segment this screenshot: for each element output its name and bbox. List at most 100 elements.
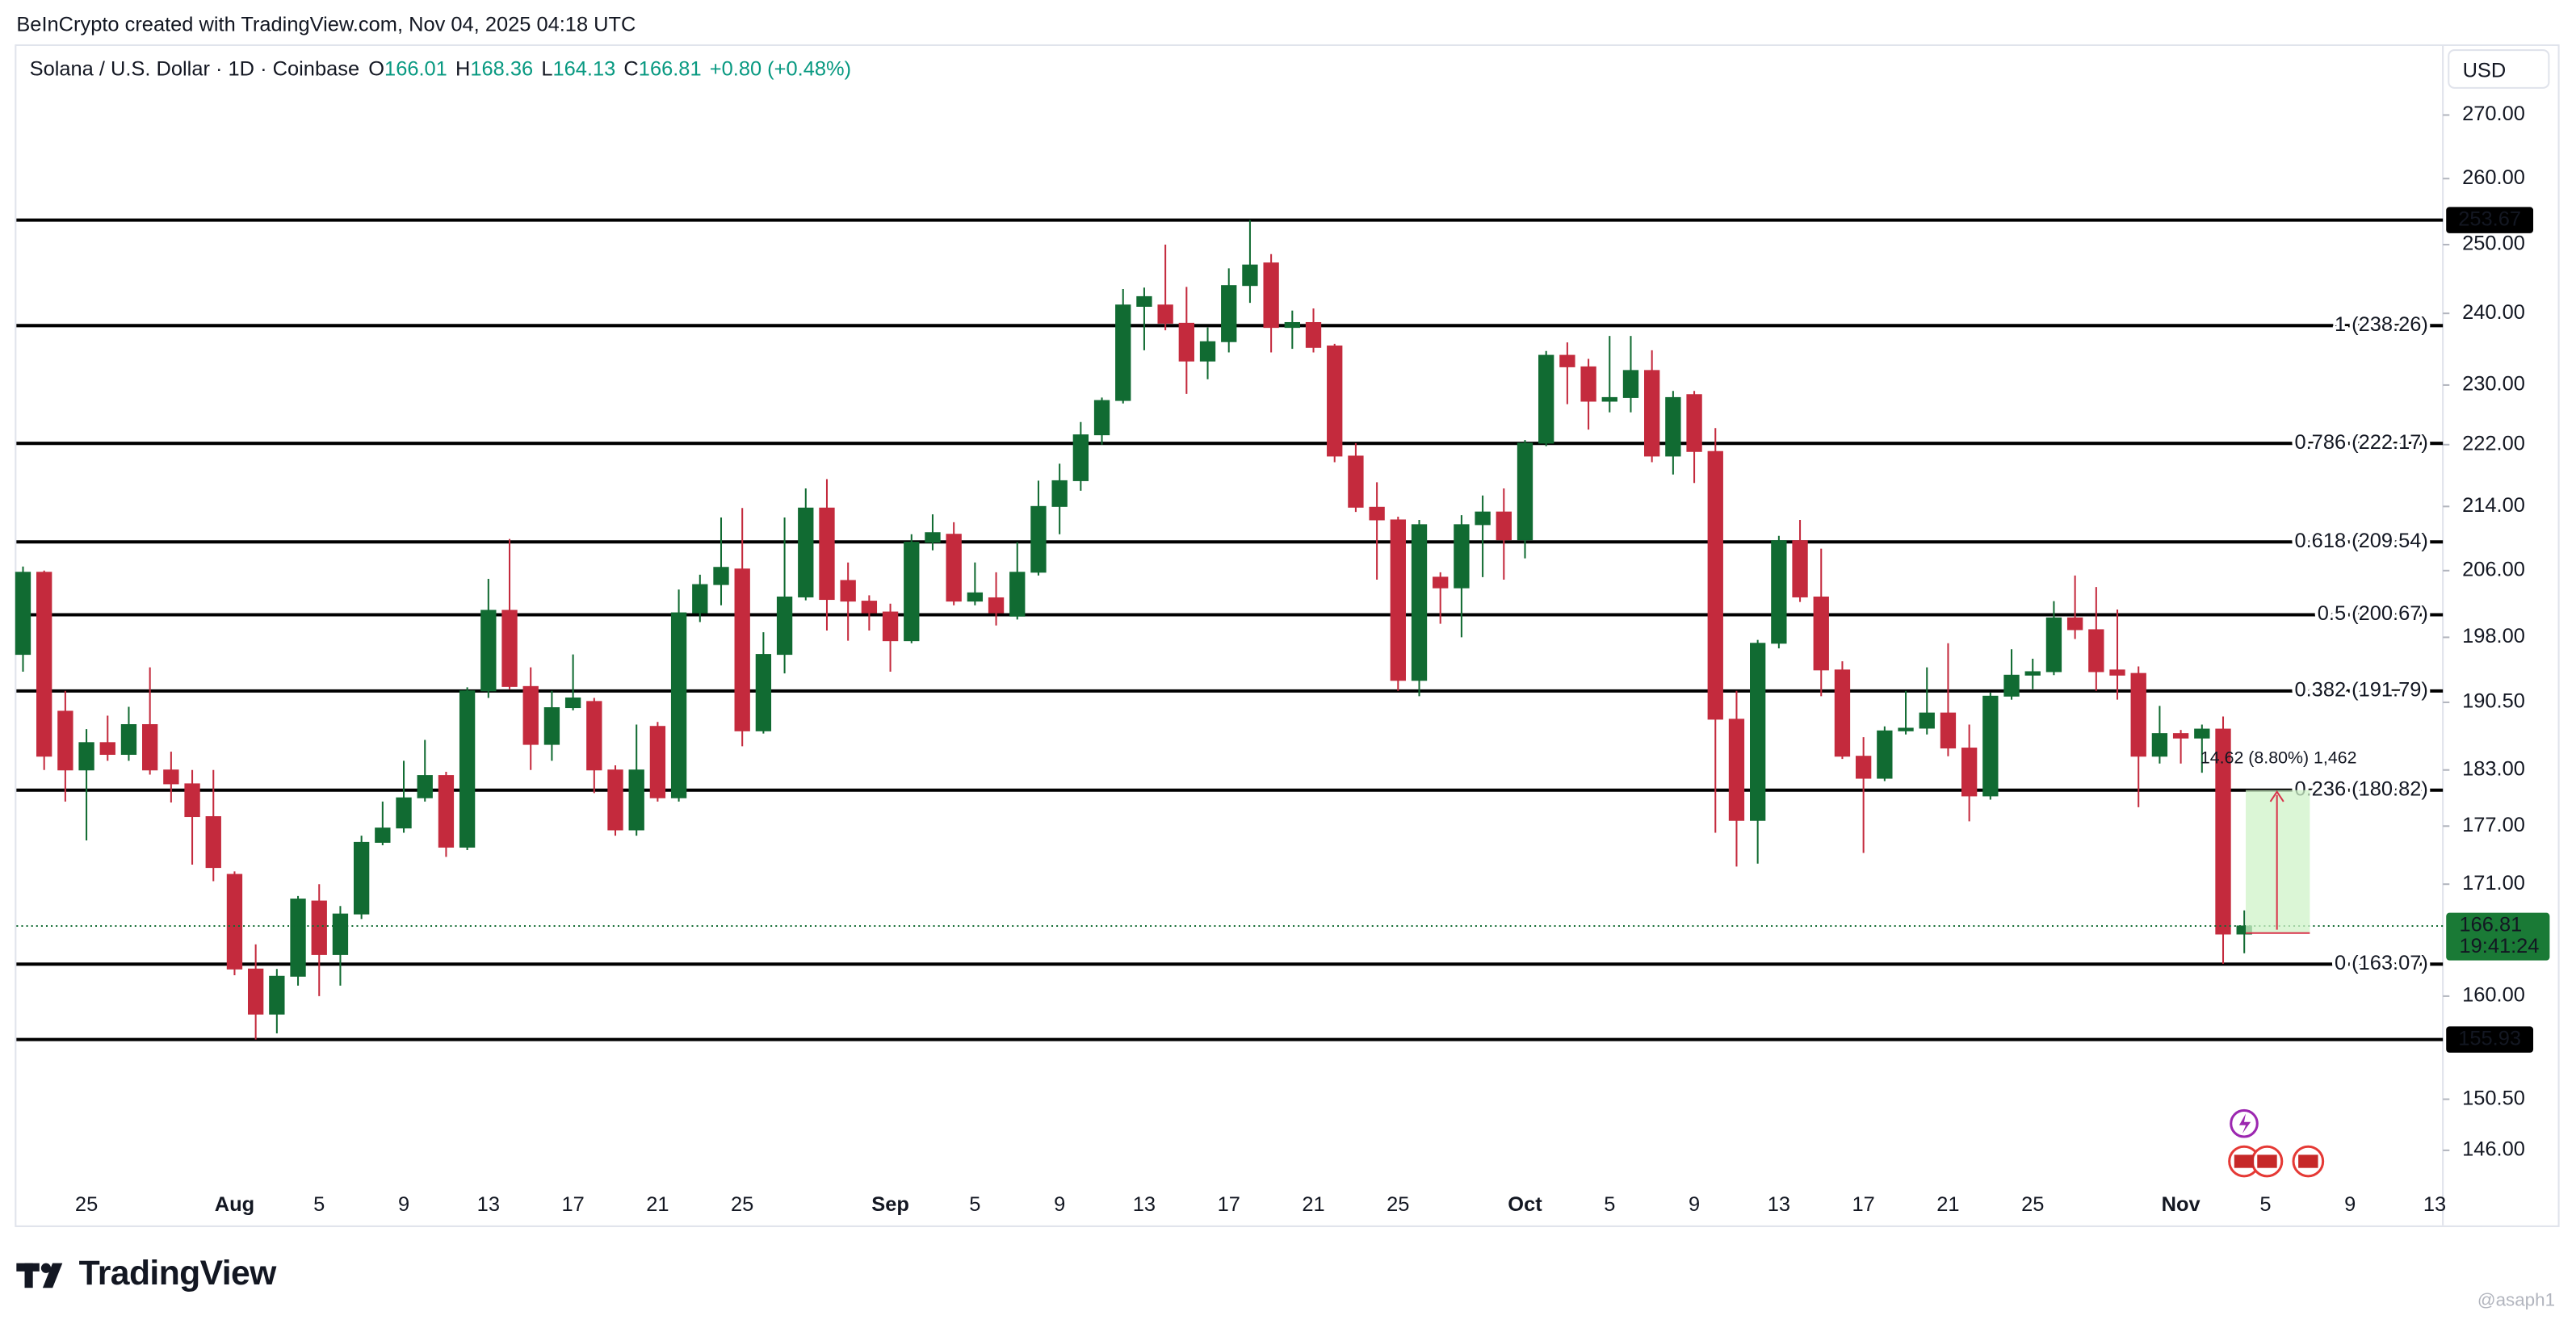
candle-body <box>36 572 52 757</box>
candle-body <box>1475 511 1491 526</box>
candle-body <box>734 568 750 731</box>
y-tick-label: 214.00 <box>2462 494 2525 517</box>
y-tick-label: 190.50 <box>2462 690 2525 713</box>
x-tick-label: 25 <box>75 1193 98 1216</box>
y-tick-label: 160.00 <box>2462 984 2525 1007</box>
candle-body <box>142 724 158 771</box>
x-tick-label: 5 <box>313 1193 325 1216</box>
candle-body <box>1982 695 1999 797</box>
y-tick-label: 222.00 <box>2462 432 2525 455</box>
x-tick-label: 17 <box>561 1193 584 1216</box>
candle-body <box>1665 396 1681 457</box>
candle-body <box>1855 756 1872 779</box>
candle-body <box>692 584 708 614</box>
fib-label: 1 (238.26) <box>2335 313 2428 336</box>
y-tick-label: 230.00 <box>2462 373 2525 396</box>
watermark: @asaph1 <box>2477 1291 2556 1311</box>
candle-body <box>2151 733 2168 757</box>
candle-body <box>1009 572 1026 617</box>
candle-body <box>396 797 412 829</box>
brand-logo <box>16 1263 63 1288</box>
price-tag-label: 253.67 <box>2458 207 2521 230</box>
candle-body <box>1877 730 1893 779</box>
candle-body <box>649 726 666 798</box>
candle-body <box>2172 733 2189 739</box>
candle-body <box>1940 712 1957 749</box>
candle-body <box>15 572 31 656</box>
x-tick-label: 13 <box>1768 1193 1790 1216</box>
candle-body <box>1580 366 1596 402</box>
price-tag <box>2446 207 2534 233</box>
candle-body <box>1750 643 1766 821</box>
candle-body <box>1792 540 1808 597</box>
candle-body <box>670 612 687 798</box>
candle-body <box>1199 341 1216 362</box>
x-tick-label: 9 <box>398 1193 409 1216</box>
x-tick-label: 25 <box>731 1193 753 1216</box>
candle-body <box>1115 304 1131 401</box>
x-tick-label: 13 <box>477 1193 500 1216</box>
candle-body <box>1369 506 1385 521</box>
candle-body <box>607 769 623 831</box>
legend-label: O <box>368 57 385 81</box>
candle-body <box>840 580 856 602</box>
candle-body <box>1093 400 1110 436</box>
candle-body <box>290 899 306 977</box>
candle-body <box>1305 321 1322 348</box>
candle-body <box>459 690 476 848</box>
fib-label: 0.236 (180.82) <box>2294 777 2427 800</box>
candle-body <box>184 783 200 818</box>
event-bolt <box>2238 1113 2251 1133</box>
candle-body <box>1242 264 1258 287</box>
candle-body <box>247 968 264 1015</box>
candle-body <box>1559 354 1575 367</box>
candle-body <box>925 532 941 543</box>
candle-body <box>2088 629 2104 672</box>
candle-body <box>1411 524 1428 681</box>
marks: 270.00 260.00 250.00 240.00 230.00 222.00 214.… <box>15 103 2550 1216</box>
candle-body <box>1686 394 1702 452</box>
candle-body <box>988 597 1005 614</box>
candle-body <box>904 542 920 642</box>
candle-body <box>1919 712 1935 729</box>
y-tick-label: 183.00 <box>2462 757 2525 780</box>
candle-body <box>522 685 539 745</box>
fib-label: 0.618 (209.54) <box>2294 530 2427 552</box>
credit: BeInCrypto created with TradingView.com,… <box>16 13 636 36</box>
candle-body <box>882 611 899 642</box>
candle-body <box>713 567 729 585</box>
candle-body <box>438 775 455 848</box>
candle-body <box>163 769 179 785</box>
x-tick-label: 5 <box>2259 1193 2271 1216</box>
candle-body <box>776 596 793 656</box>
candle-body <box>99 742 115 755</box>
candle-body <box>269 975 285 1015</box>
flag <box>2298 1154 2318 1168</box>
candle-body <box>1051 480 1068 507</box>
candle-body <box>967 592 984 602</box>
candle-body <box>628 769 644 831</box>
candle-body <box>417 775 433 798</box>
candle-body <box>1834 669 1851 757</box>
candle-body <box>57 710 73 771</box>
candle-body <box>1898 727 1914 731</box>
legend-close: 166.81 <box>638 57 702 81</box>
x-tick-label: 17 <box>1218 1193 1240 1216</box>
x-tick-label: 13 <box>2423 1193 2446 1216</box>
candle-body <box>564 697 581 709</box>
x-tick-label: Oct <box>1508 1193 1542 1216</box>
x-tick-label: 5 <box>969 1193 980 1216</box>
candle-body <box>1538 354 1554 444</box>
legend-open: 166.01 <box>384 57 447 81</box>
candle-body <box>543 707 560 745</box>
x-tick-label: 21 <box>1936 1193 1959 1216</box>
currency-button[interactable]: USD <box>2448 49 2550 89</box>
y-tick-label: 240.00 <box>2462 301 2525 324</box>
candle-body <box>1136 295 1152 308</box>
y-tick-label: 198.00 <box>2462 625 2525 647</box>
x-tick-label: 21 <box>646 1193 669 1216</box>
countdown: 19:41:24 <box>2459 935 2539 957</box>
